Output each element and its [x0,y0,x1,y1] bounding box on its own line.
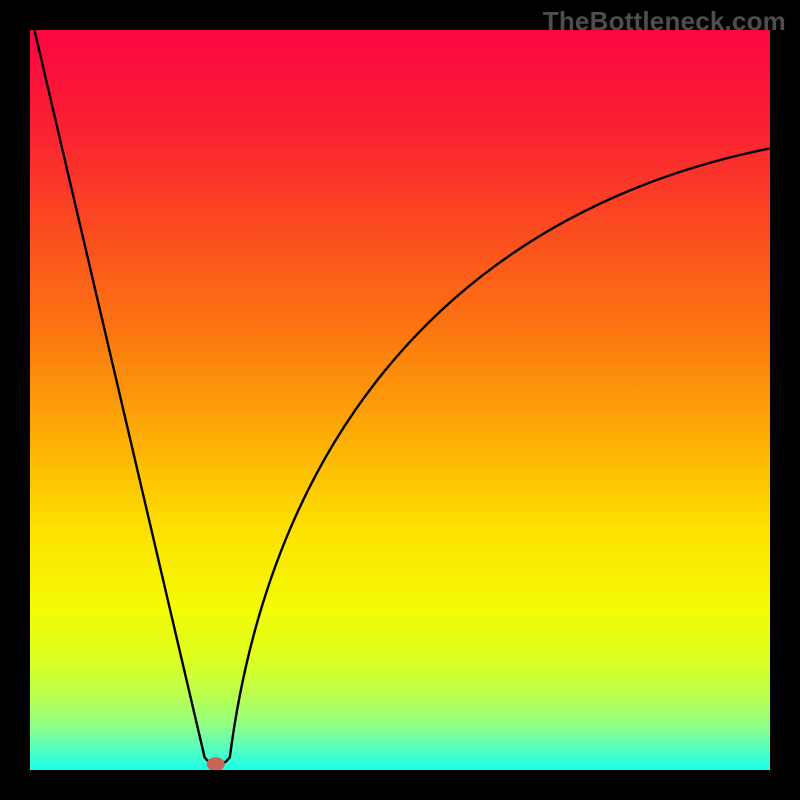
bottleneck-curve [34,30,770,765]
chart-frame: TheBottleneck.com [0,0,800,800]
minimum-marker [207,757,225,770]
plot-area [30,30,770,770]
curve-layer [30,30,770,770]
